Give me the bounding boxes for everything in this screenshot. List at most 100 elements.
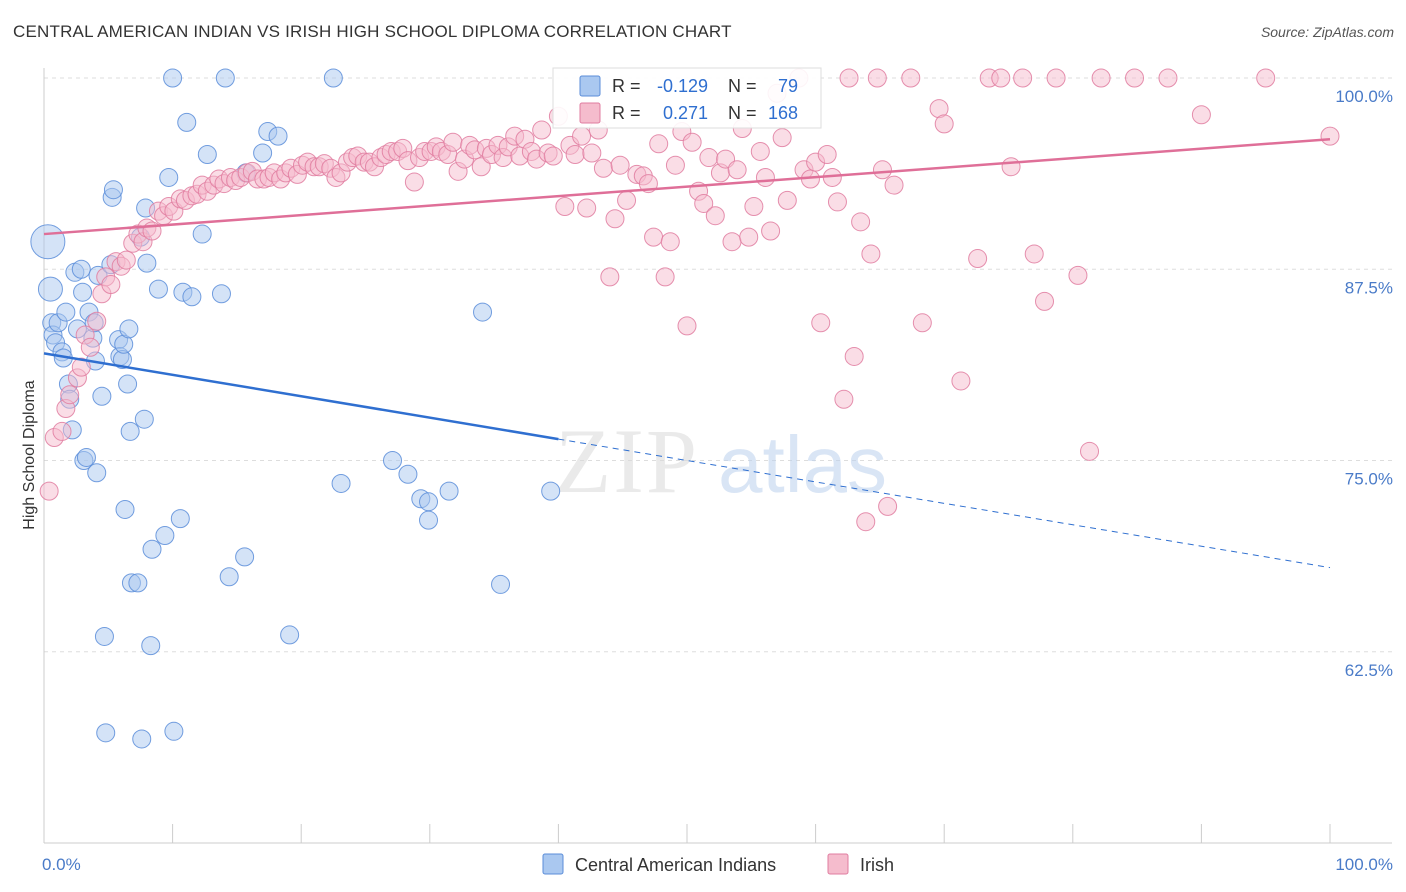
point-irish — [968, 249, 988, 269]
point-central-american-indian — [73, 282, 93, 302]
point-irish — [71, 357, 91, 377]
point-irish — [991, 68, 1011, 88]
point-irish — [677, 316, 697, 336]
bottom-legend-label-central-american-indians: Central American Indians — [575, 855, 776, 875]
point-central-american-indian — [398, 464, 418, 484]
point-irish — [739, 227, 759, 247]
point-irish — [1035, 291, 1055, 311]
point-central-american-indian — [215, 68, 235, 88]
legend-r-value: -0.129 — [657, 76, 708, 96]
bottom-legend-swatch-irish — [827, 853, 849, 875]
point-irish — [116, 250, 136, 270]
point-central-american-indian — [280, 625, 300, 645]
point-central-american-indian — [473, 302, 493, 322]
point-irish — [705, 206, 725, 226]
point-central-american-indian — [439, 481, 459, 501]
point-irish — [39, 481, 59, 501]
point-irish — [52, 421, 72, 441]
point-irish — [811, 313, 831, 333]
point-irish — [750, 141, 770, 161]
y-axis-title: High School Diploma — [21, 380, 38, 530]
point-irish — [834, 389, 854, 409]
point-irish — [404, 172, 424, 192]
point-irish — [772, 128, 792, 148]
point-central-american-indian — [92, 386, 112, 406]
point-irish — [744, 197, 764, 217]
watermark-zip: ZIP — [555, 410, 699, 512]
point-irish — [878, 496, 898, 516]
point-irish — [912, 313, 932, 333]
point-irish — [1125, 68, 1145, 88]
point-irish — [555, 197, 575, 217]
point-central-american-indian — [235, 547, 255, 567]
point-irish — [1320, 126, 1340, 146]
point-irish — [617, 190, 637, 210]
point-irish — [605, 209, 625, 229]
point-central-american-indian — [56, 302, 76, 322]
point-irish — [839, 68, 859, 88]
point-central-american-indian — [103, 180, 123, 200]
trend-line-irish — [43, 137, 1331, 236]
point-irish — [1256, 68, 1276, 88]
point-irish — [777, 190, 797, 210]
point-central-american-indian — [197, 145, 217, 164]
point-irish — [694, 193, 714, 213]
watermark-layer: ZIP atlas — [555, 410, 887, 512]
point-central-american-indian — [159, 167, 179, 187]
source-credit: Source: ZipAtlas.com — [1260, 24, 1394, 40]
point-central-american-indian — [132, 729, 152, 749]
point-irish — [856, 512, 876, 532]
point-irish — [471, 157, 491, 177]
point-central-american-indian — [37, 276, 63, 302]
y-tick-label: 62.5% — [1345, 661, 1393, 680]
y-tick-label: 87.5% — [1345, 278, 1393, 297]
point-central-american-indian — [76, 447, 96, 467]
point-irish — [443, 132, 463, 152]
point-central-american-indian — [87, 463, 107, 483]
point-central-american-indian — [253, 143, 273, 163]
point-irish — [901, 68, 921, 88]
point-irish — [101, 275, 121, 295]
point-irish — [934, 114, 954, 134]
legend-r-label: R = — [612, 103, 641, 123]
point-irish — [1091, 68, 1111, 88]
point-irish — [532, 120, 552, 140]
point-irish — [1191, 105, 1211, 125]
point-central-american-indian — [268, 126, 288, 146]
point-central-american-indian — [134, 409, 154, 429]
point-irish — [817, 145, 837, 164]
point-irish — [649, 134, 669, 154]
point-irish — [1046, 68, 1066, 88]
point-central-american-indian — [94, 626, 114, 646]
legend-swatch-irish — [579, 102, 601, 124]
point-irish — [80, 337, 100, 357]
watermark-atlas: atlas — [718, 420, 887, 509]
point-central-american-indian — [419, 510, 439, 530]
legend-n-value: 168 — [768, 103, 798, 123]
point-irish — [577, 198, 597, 218]
point-irish — [755, 167, 775, 187]
bottom-legend-swatch-central-american-indians — [542, 853, 564, 875]
point-central-american-indian — [71, 259, 91, 279]
point-central-american-indian — [383, 451, 403, 470]
point-central-american-indian — [128, 573, 148, 593]
gridlines — [44, 77, 1392, 653]
point-central-american-indian — [164, 721, 184, 741]
point-irish — [851, 212, 871, 232]
legend-swatch-central-american-indians — [579, 75, 601, 97]
point-central-american-indian — [119, 319, 139, 339]
point-central-american-indian — [155, 525, 175, 545]
point-irish — [884, 175, 904, 195]
point-central-american-indian — [182, 287, 202, 307]
point-irish — [867, 68, 887, 88]
point-irish — [827, 192, 847, 212]
point-irish — [722, 232, 742, 252]
point-irish — [87, 311, 107, 331]
x-tick-label: 100.0% — [1335, 855, 1393, 874]
point-irish — [1013, 68, 1033, 88]
point-irish — [644, 227, 664, 247]
point-irish — [593, 158, 613, 178]
point-irish — [582, 143, 602, 163]
point-central-american-indian — [170, 509, 190, 529]
